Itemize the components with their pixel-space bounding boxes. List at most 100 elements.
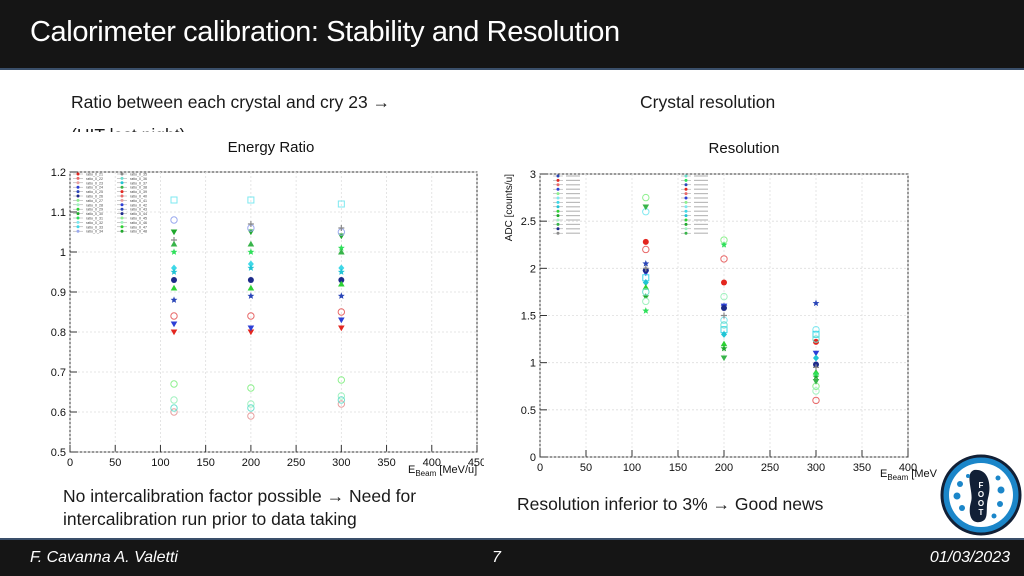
data-point	[720, 344, 728, 352]
data-point	[247, 329, 255, 336]
resolution-chart: 0 50 100 150 200 250 300 350 400 0 0.5 1 1.5 2 2.5 3 Res…	[500, 132, 940, 490]
data-point	[247, 325, 255, 332]
data-point	[721, 330, 727, 338]
legend-marker	[684, 231, 688, 235]
x-tick-label: 50	[580, 462, 592, 474]
data-point	[812, 379, 820, 385]
data-point	[247, 412, 255, 420]
data-point	[337, 200, 345, 208]
data-point	[721, 304, 727, 311]
legend-marker	[556, 192, 560, 196]
y-tick-label: 3	[530, 169, 536, 181]
energy-ratio-chart: 0 50 100 150 200 250 300 350 400 450 0.5 0.6 0.7 0.8 0…	[50, 132, 484, 478]
legend-marker	[684, 183, 688, 187]
legend-entry: ratio_0_28	[86, 203, 103, 207]
legend-marker	[684, 205, 688, 209]
data-point	[721, 279, 727, 286]
legend-marker	[76, 190, 80, 194]
data-point	[170, 240, 178, 247]
data-point	[337, 244, 345, 251]
legend-marker	[76, 212, 80, 216]
legend-marker	[556, 218, 560, 222]
data-point	[720, 241, 728, 248]
y-tick-label: 0.9	[51, 287, 66, 299]
title-bar: Calorimeter calibration: Stability and R…	[0, 0, 1024, 70]
data-point	[338, 248, 345, 255]
data-point	[812, 387, 820, 395]
legend	[553, 174, 708, 235]
legend-marker	[76, 176, 80, 180]
legend-marker	[76, 207, 80, 211]
legend-marker	[556, 200, 560, 204]
legend-entry: ratio_0_45	[130, 217, 147, 221]
footer-date: 01/03/2023	[929, 549, 1010, 566]
legend-marker	[684, 209, 688, 213]
legend-marker	[120, 203, 124, 207]
legend-marker	[76, 225, 80, 229]
x-tick-label: 300	[807, 462, 825, 474]
data-point	[642, 297, 650, 306]
data-point	[337, 376, 346, 384]
right-caption: Crystal resolution	[640, 92, 776, 112]
legend-entry: ratio_0_26	[86, 195, 103, 199]
legend-marker	[120, 216, 124, 220]
data-point	[337, 400, 346, 408]
legend-entry: ratio_0_46	[130, 221, 147, 225]
legend-entry: ratio_0_47	[130, 225, 147, 229]
data-point	[171, 277, 178, 283]
x-tick-label: 250	[761, 462, 779, 474]
data-point	[642, 204, 650, 211]
data-point	[170, 312, 178, 320]
legend-marker	[120, 198, 124, 202]
left-note-line1: No intercalibration factor possible → Ne…	[63, 486, 417, 506]
legend-entry: ratio_0_32	[86, 221, 103, 225]
data-point	[642, 245, 650, 254]
legend-marker	[684, 200, 688, 204]
data-point	[170, 396, 178, 404]
y-tick-label: 0.5	[521, 405, 536, 417]
legend-marker	[120, 194, 124, 198]
data-point	[337, 268, 345, 275]
x-tick-label: 200	[715, 462, 733, 474]
legend-entry: ratio_0_34	[86, 230, 103, 234]
legend-marker	[120, 212, 124, 216]
left-caption-line1: Ratio between each crystal and cry 23 →	[71, 92, 391, 112]
data-point	[170, 408, 178, 416]
legend-marker	[684, 174, 688, 178]
legend-marker	[556, 187, 560, 191]
data-point	[642, 293, 650, 300]
legend-entry: ratio_0_44	[130, 212, 147, 216]
x-tick-label: 200	[242, 457, 260, 469]
slide-title: Calorimeter calibration: Stability and R…	[30, 16, 620, 48]
legend-marker	[76, 172, 80, 176]
legend-entry: ratio_0_42	[130, 203, 147, 207]
legend-marker	[684, 218, 688, 222]
logo-dot	[997, 501, 1003, 507]
logo-dot	[991, 513, 997, 519]
legend-marker	[684, 214, 688, 218]
data-point	[338, 325, 345, 332]
logo-dot	[959, 505, 965, 511]
legend-marker	[120, 220, 124, 224]
data-point	[247, 292, 255, 299]
data-point	[247, 221, 254, 227]
legend-entry: ratio_0_43	[130, 208, 147, 212]
data-point	[170, 329, 178, 336]
y-tick-label: 0.6	[51, 407, 66, 419]
legend-marker	[76, 203, 80, 207]
chart-title: Energy Ratio	[228, 139, 315, 156]
data-point	[812, 325, 820, 334]
legend-entry: ratio_0_21	[86, 173, 103, 177]
data-point	[813, 364, 819, 371]
data-point	[338, 264, 345, 272]
y-tick-label: 0	[530, 452, 536, 464]
legend-entry: ratio_0_35	[130, 173, 147, 177]
y-tick-label: 0.5	[51, 447, 66, 459]
data-point	[812, 299, 820, 307]
footer-bar: F. Cavanna A. Valetti 7 01/03/2023	[0, 538, 1024, 576]
x-tick-label: 400	[423, 457, 441, 469]
legend-entry: ratio_0_48	[130, 230, 147, 234]
legend-marker	[684, 192, 688, 196]
legend-entry: ratio_0_41	[130, 199, 147, 203]
